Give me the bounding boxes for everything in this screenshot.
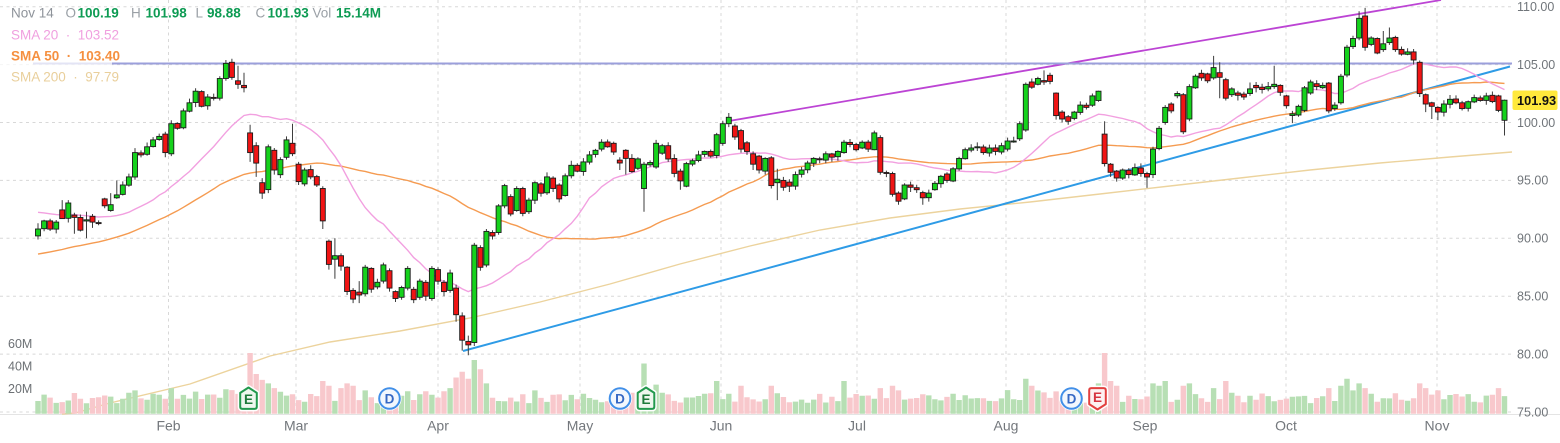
svg-text:100.19: 100.19 bbox=[78, 6, 119, 21]
svg-text:101.93: 101.93 bbox=[268, 6, 310, 21]
svg-text:60M: 60M bbox=[8, 337, 32, 351]
svg-text:D: D bbox=[385, 391, 395, 406]
svg-text:Oct: Oct bbox=[1275, 418, 1297, 434]
svg-text:110.00: 110.00 bbox=[1517, 0, 1554, 14]
svg-text:May: May bbox=[567, 418, 593, 434]
svg-text:105.00: 105.00 bbox=[1517, 58, 1555, 72]
svg-text:E: E bbox=[641, 392, 650, 407]
svg-text:98.88: 98.88 bbox=[207, 6, 241, 21]
svg-text:SMA 20 · 103.52: SMA 20 · 103.52 bbox=[11, 28, 119, 43]
svg-text:Aug: Aug bbox=[994, 418, 1019, 434]
svg-text:40M: 40M bbox=[8, 360, 32, 374]
svg-text:E: E bbox=[244, 392, 253, 407]
svg-text:Jul: Jul bbox=[848, 418, 866, 434]
svg-text:85.00: 85.00 bbox=[1517, 290, 1548, 304]
svg-text:Nov 14: Nov 14 bbox=[11, 6, 54, 21]
svg-text:Jun: Jun bbox=[710, 418, 733, 434]
svg-text:95.00: 95.00 bbox=[1517, 174, 1548, 188]
svg-text:D: D bbox=[615, 391, 625, 406]
svg-text:SMA 200 · 97.79: SMA 200 · 97.79 bbox=[11, 70, 119, 85]
svg-text:Nov: Nov bbox=[1425, 418, 1450, 434]
svg-text:C: C bbox=[256, 6, 266, 21]
svg-text:90.00: 90.00 bbox=[1517, 232, 1548, 246]
svg-text:101.93: 101.93 bbox=[1517, 93, 1556, 108]
svg-text:101.98: 101.98 bbox=[146, 6, 188, 21]
svg-text:Sep: Sep bbox=[1133, 418, 1158, 434]
svg-text:L: L bbox=[196, 6, 204, 21]
svg-text:Mar: Mar bbox=[284, 418, 308, 434]
svg-text:100.00: 100.00 bbox=[1517, 116, 1555, 130]
svg-text:75.00: 75.00 bbox=[1517, 405, 1548, 419]
svg-text:E: E bbox=[1093, 390, 1102, 405]
svg-text:80.00: 80.00 bbox=[1517, 347, 1548, 361]
svg-text:O: O bbox=[66, 6, 77, 21]
svg-text:20M: 20M bbox=[8, 382, 32, 396]
svg-text:H: H bbox=[131, 6, 141, 21]
svg-text:D: D bbox=[1067, 391, 1077, 406]
svg-text:Vol: Vol bbox=[313, 6, 332, 21]
svg-text:Feb: Feb bbox=[156, 418, 180, 434]
svg-text:15.14M: 15.14M bbox=[336, 6, 381, 21]
svg-text:Apr: Apr bbox=[427, 418, 449, 434]
svg-text:SMA 50 · 103.40: SMA 50 · 103.40 bbox=[11, 49, 120, 64]
